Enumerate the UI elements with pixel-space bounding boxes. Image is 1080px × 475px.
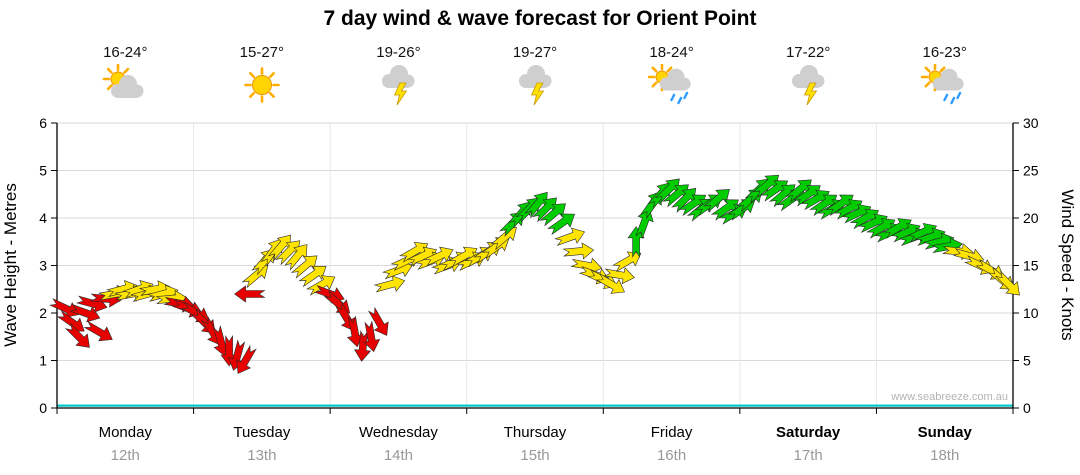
wind-arrow: [354, 329, 372, 362]
day-temp-range: 15-27°: [239, 44, 285, 61]
wind-arrow: [373, 275, 406, 293]
left-axis-tick-label: 4: [39, 210, 47, 226]
wind-arrow: [298, 265, 327, 288]
day-header: 15-27°: [202, 44, 322, 113]
wind-arrow: [69, 303, 101, 323]
left-axis-title: Wave Height - Metres: [1, 183, 20, 347]
left-axis-tick-label: 2: [39, 305, 47, 321]
day-temp-range: 18-24°: [649, 44, 694, 61]
wind-arrow: [236, 344, 257, 374]
wind-arrow: [367, 306, 389, 336]
weather-icon-sun-rain: [920, 62, 964, 105]
weather-icon-storm: [382, 65, 415, 106]
left-axis-tick-label: 3: [39, 258, 47, 274]
right-axis-tick-label: 25: [1023, 163, 1039, 179]
x-axis-date-label: 17th: [794, 447, 823, 464]
wind-arrows: [49, 174, 1020, 374]
wind-arrow: [234, 285, 266, 303]
right-axis-tick-label: 30: [1023, 115, 1039, 131]
x-axis-day-label: Wednesday: [359, 424, 438, 441]
x-axis-day-label: Tuesday: [233, 424, 290, 441]
x-axis-day-label: Saturday: [776, 424, 841, 441]
wind-arrow: [635, 208, 654, 240]
wind-arrow: [306, 275, 336, 296]
day-header: 17-22°: [748, 44, 868, 113]
wind-arrow: [994, 270, 1020, 296]
wind-arrow: [290, 255, 318, 279]
right-axis-tick-label: 10: [1023, 305, 1039, 321]
wind-arrow: [423, 246, 454, 267]
day-header: 19-27°: [475, 44, 595, 113]
page-title: 7 day wind & wave forecast for Orient Po…: [323, 7, 757, 30]
right-axis-title: Wind Speed - Knots: [1058, 189, 1077, 340]
day-temp-range: 17-22°: [785, 44, 831, 61]
wind-arrow: [612, 251, 642, 273]
day-header: 19-26°: [338, 44, 458, 113]
x-axis-date-label: 16th: [657, 447, 686, 464]
x-axis-date-label: 18th: [930, 447, 959, 464]
weather-icon-sun-rain: [647, 62, 691, 105]
day-temp-range: 19-26°: [376, 44, 421, 61]
wind-arrow: [64, 322, 90, 348]
wind-arrow: [703, 189, 730, 213]
right-axis-tick-label: 5: [1023, 353, 1031, 369]
day-header: 18-24°: [612, 44, 732, 113]
day-temp-range: 16-23°: [922, 44, 967, 61]
left-axis-tick-label: 1: [39, 353, 47, 369]
right-axis-tick-label: 20: [1023, 210, 1039, 226]
day-header: 16-24°: [65, 44, 185, 113]
day-header: 16-23°: [885, 44, 1005, 113]
left-axis-tick-label: 6: [39, 115, 47, 131]
weather-icon-storm: [519, 65, 552, 106]
wind-arrow: [83, 320, 113, 342]
x-axis-date-label: 12th: [111, 447, 140, 464]
x-axis-date-label: 14th: [384, 447, 413, 464]
weather-icon-storm: [792, 65, 825, 106]
x-axis-day-label: Thursday: [504, 424, 567, 441]
x-axis-date-label: 15th: [520, 447, 549, 464]
x-axis-day-label: Friday: [651, 424, 693, 441]
weather-icon-sun-cloud: [102, 63, 144, 98]
left-axis-tick-label: 0: [39, 400, 47, 416]
day-temp-range: 16-24°: [103, 44, 148, 61]
watermark: www.seabreeze.com.au: [890, 391, 1008, 403]
gridlines: [56, 122, 1014, 409]
x-axis-day-label: Monday: [99, 424, 153, 441]
right-axis-tick-label: 15: [1023, 258, 1039, 274]
right-axis-tick-label: 0: [1023, 400, 1031, 416]
axes: 0 1 2 3 4 5 6 0 5 10 15 20 25 30: [39, 115, 1039, 416]
day-temp-range: 19-27°: [512, 44, 558, 61]
weather-icon-sunny: [244, 67, 280, 103]
wind-arrow: [595, 273, 625, 294]
wind-arrow: [546, 213, 576, 236]
wind-arrow: [603, 267, 635, 285]
x-axis-date-label: 13th: [247, 447, 276, 464]
left-axis-tick-label: 5: [39, 163, 47, 179]
wind-arrow: [562, 242, 595, 260]
wind-arrow: [554, 227, 586, 247]
wind-arrow: [539, 203, 566, 227]
x-axis-day-label: Sunday: [918, 424, 973, 441]
wind-arrow: [363, 320, 381, 353]
